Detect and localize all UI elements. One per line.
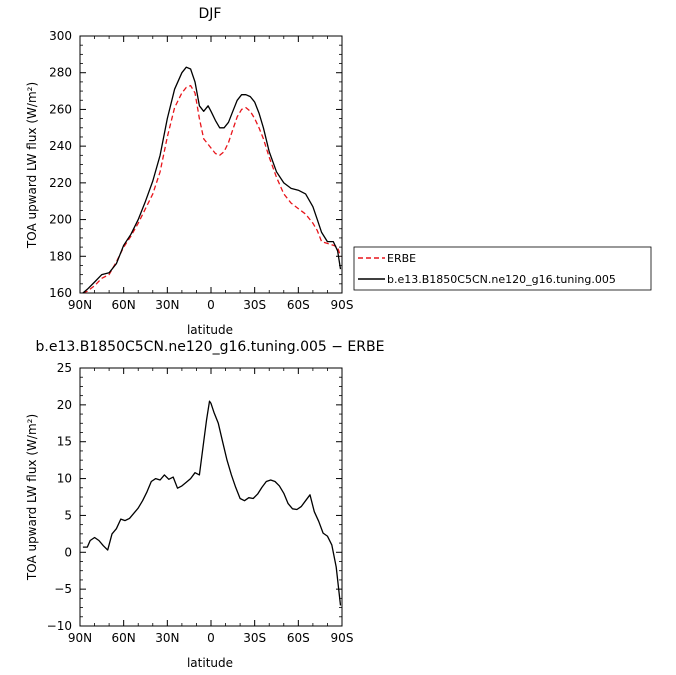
top-chart-xtick-label: 90N — [68, 298, 92, 312]
top-chart-frame — [79, 35, 343, 294]
legend-model-label: b.e13.B1850C5CN.ne120_g16.tuning.005 — [387, 273, 616, 286]
top-chart-ticks: 90N 60N 30N 0 30S 60S 90S 160 180 200 220 240 260 280… — [49, 29, 353, 312]
top-chart-xtick-label: 30S — [243, 298, 266, 312]
top-chart-ytick-label: 220 — [49, 176, 72, 190]
top-chart-ylabel: TOA upward LW flux (W/m²) — [25, 82, 39, 249]
bottom-chart-xtick-label: 30N — [155, 631, 179, 645]
top-chart-ytick-label: 200 — [49, 213, 72, 227]
top-chart-xtick-label: 30N — [155, 298, 179, 312]
bottom-chart-xlabel: latitude — [187, 656, 233, 670]
bottom-chart-xtick-label: 0 — [207, 631, 215, 645]
top-chart-ytick-label: 260 — [49, 102, 72, 116]
bottom-chart-ytick-label: −5 — [54, 582, 72, 596]
bottom-chart-title: b.e13.B1850C5CN.ne120_g16.tuning.005 − E… — [36, 339, 385, 355]
top-chart-xtick-label: 0 — [207, 298, 215, 312]
top-chart-title: DJF — [199, 6, 222, 22]
bottom-chart: b.e13.B1850C5CN.ne120_g16.tuning.005 − E… — [25, 339, 384, 670]
top-chart-ytick-label: 180 — [49, 249, 72, 263]
bottom-chart-ytick-label: 15 — [57, 435, 72, 449]
bottom-chart-ytick-label: 0 — [64, 545, 72, 559]
bottom-chart-ytick-label: 20 — [57, 398, 72, 412]
top-chart-ytick-label: 300 — [49, 29, 72, 43]
bottom-chart-xtick-label: 90N — [68, 631, 92, 645]
bottom-chart-ylabel: TOA upward LW flux (W/m²) — [25, 414, 39, 581]
bottom-chart-ytick-label: 10 — [57, 472, 72, 486]
bottom-chart-xtick-label: 90S — [331, 631, 354, 645]
bottom-chart-ytick-label: 25 — [57, 361, 72, 375]
top-chart-series-0 — [82, 84, 342, 294]
bottom-chart-ytick-label: −10 — [47, 619, 72, 633]
bottom-chart-series-0 — [82, 400, 342, 606]
top-chart-series-1 — [82, 66, 342, 294]
top-chart: DJF TOA upward LW flux (W/m²) latitude 9… — [25, 6, 353, 337]
bottom-chart-ticks: 90N 60N 30N 0 30S 60S 90S −10 −5 0 5 10 15 20 25 — [47, 361, 354, 645]
bottom-chart-lines — [82, 400, 342, 606]
top-chart-xtick-label: 60S — [287, 298, 310, 312]
top-chart-ytick-label: 240 — [49, 139, 72, 153]
bottom-chart-ytick-label: 5 — [64, 508, 72, 522]
top-chart-ytick-label: 160 — [49, 286, 72, 300]
legend-box — [353, 246, 652, 291]
legend: ERBE b.e13.B1850C5CN.ne120_g16.tuning.00… — [353, 246, 652, 291]
legend-erbe-label: ERBE — [387, 252, 416, 265]
top-chart-xtick-label: 60N — [112, 298, 136, 312]
bottom-chart-xtick-label: 30S — [243, 631, 266, 645]
bottom-chart-xtick-label: 60N — [112, 631, 136, 645]
bottom-chart-xtick-label: 60S — [287, 631, 310, 645]
top-chart-xtick-label: 90S — [331, 298, 354, 312]
top-chart-lines — [82, 66, 342, 294]
top-chart-ytick-label: 280 — [49, 66, 72, 80]
top-chart-xlabel: latitude — [187, 323, 233, 337]
bottom-chart-frame — [79, 367, 343, 627]
